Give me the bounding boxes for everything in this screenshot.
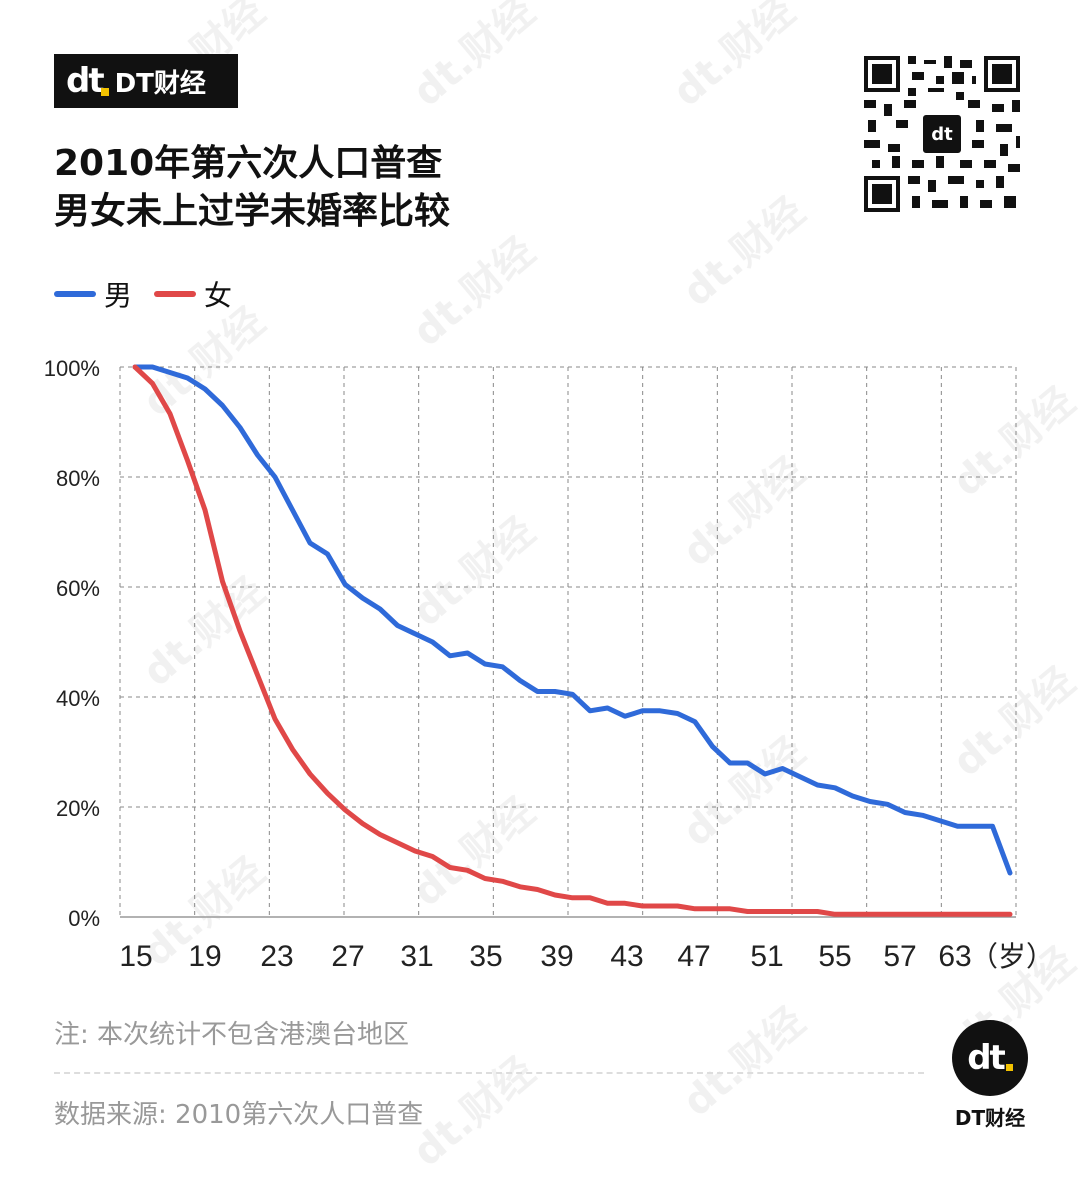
y-tick-label: 20% <box>56 796 100 821</box>
x-tick-label: 23 <box>260 940 293 973</box>
x-tick-label: 43 <box>610 940 643 973</box>
footnote: 注: 本次统计不包含港澳台地区 <box>54 1020 410 1050</box>
legend-swatch-male <box>54 291 96 297</box>
y-tick-label: 100% <box>44 356 100 381</box>
series-line-male <box>132 364 1013 876</box>
y-tick-label: 80% <box>56 466 100 491</box>
y-tick-label: 0% <box>68 906 100 931</box>
x-tick-label: 19 <box>188 940 221 973</box>
brand-logo: dt <box>66 64 109 98</box>
x-tick-label: 63 <box>938 940 971 973</box>
chart-title-line1: 2010年第六次人口普查 <box>54 143 443 184</box>
legend-swatch-female <box>154 291 197 297</box>
legend-label-male: 男 <box>104 279 133 312</box>
brand-badge: dt DT财经 <box>54 54 238 108</box>
x-tick-label: 39 <box>540 940 573 973</box>
chart-title-line2: 男女未上过学未婚率比较 <box>54 191 451 232</box>
x-tick-label: 27 <box>331 940 364 973</box>
brand-name: DT财经 <box>114 68 206 99</box>
qr-center-logo: dt <box>920 112 964 156</box>
footer-divider <box>54 1072 924 1074</box>
data-source: 数据来源: 2010第六次人口普查 <box>54 1100 424 1130</box>
x-tick-label: 47 <box>677 940 710 973</box>
x-tick-label: 51 <box>750 940 783 973</box>
y-tick-label: 60% <box>56 576 100 601</box>
legend: 男 女 <box>54 274 254 314</box>
legend-item-male: 男 <box>54 274 132 314</box>
corner-logo: dt <box>952 1020 1028 1096</box>
x-tick-label: 55 <box>818 940 851 973</box>
legend-item-female: 女 <box>154 274 232 314</box>
x-unit-label: （岁） <box>970 940 1054 973</box>
corner-brand-name: DT财经 <box>954 1106 1026 1130</box>
x-tick-label: 15 <box>119 940 152 973</box>
chart: 0% 20% 40% 60% 80% 100% 15 19 23 27 31 35 39 43 47 51 55… <box>44 356 1054 973</box>
series-line-female <box>132 364 1013 917</box>
legend-label-female: 女 <box>204 279 233 312</box>
qr-code <box>860 52 1024 216</box>
x-tick-label: 31 <box>400 940 433 973</box>
x-tick-label: 35 <box>469 940 502 973</box>
x-tick-label: 57 <box>883 940 916 973</box>
y-tick-label: 40% <box>56 686 100 711</box>
